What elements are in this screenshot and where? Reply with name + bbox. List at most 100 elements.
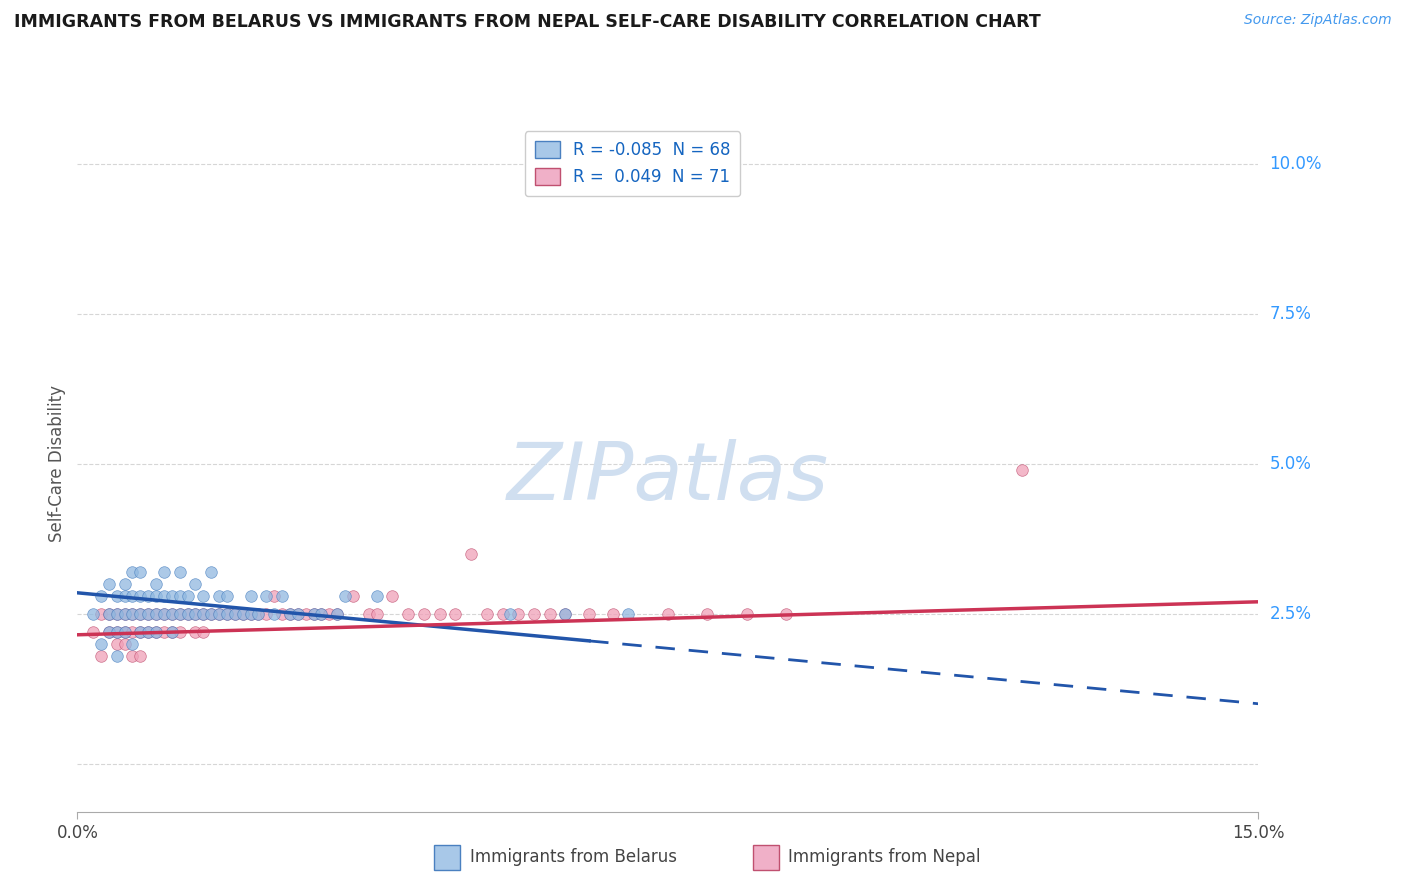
Point	[184, 576, 207, 591]
Point	[114, 624, 136, 639]
Point	[617, 607, 640, 621]
Point	[121, 624, 143, 639]
Point	[121, 648, 143, 663]
Text: Immigrants from Nepal: Immigrants from Nepal	[789, 848, 981, 866]
Point	[263, 589, 285, 603]
Point	[239, 607, 262, 621]
Point	[444, 607, 467, 621]
Point	[311, 607, 333, 621]
Point	[121, 589, 143, 603]
Text: 2.5%: 2.5%	[1270, 605, 1312, 623]
Text: IMMIGRANTS FROM BELARUS VS IMMIGRANTS FROM NEPAL SELF-CARE DISABILITY CORRELATIO: IMMIGRANTS FROM BELARUS VS IMMIGRANTS FR…	[14, 13, 1040, 31]
Point	[287, 607, 309, 621]
Point	[97, 576, 120, 591]
Point	[247, 607, 270, 621]
Point	[169, 624, 191, 639]
Point	[208, 607, 231, 621]
Point	[153, 565, 176, 579]
Point	[475, 607, 498, 621]
Point	[523, 607, 546, 621]
Point	[366, 589, 388, 603]
Point	[366, 607, 388, 621]
Point	[200, 565, 222, 579]
Point	[176, 589, 198, 603]
Point	[105, 624, 128, 639]
Y-axis label: Self-Care Disability: Self-Care Disability	[48, 385, 66, 542]
Point	[326, 607, 349, 621]
Point	[508, 607, 530, 621]
Text: ZIPatlas: ZIPatlas	[506, 439, 830, 516]
Point	[287, 607, 309, 621]
Point	[160, 607, 183, 621]
Point	[105, 607, 128, 621]
Point	[247, 607, 270, 621]
Point	[200, 607, 222, 621]
Point	[657, 607, 679, 621]
Point	[90, 648, 112, 663]
Point	[215, 589, 238, 603]
Point	[153, 624, 176, 639]
Point	[160, 624, 183, 639]
Point	[169, 589, 191, 603]
Point	[82, 624, 104, 639]
Point	[105, 607, 128, 621]
Point	[224, 607, 246, 621]
Point	[153, 589, 176, 603]
Point	[538, 607, 561, 621]
Point	[114, 637, 136, 651]
Point	[232, 607, 254, 621]
Point	[381, 589, 404, 603]
Point	[160, 607, 183, 621]
Point	[136, 624, 159, 639]
Point	[232, 607, 254, 621]
Point	[145, 624, 167, 639]
Point	[460, 547, 482, 561]
Point	[114, 576, 136, 591]
Point	[499, 607, 522, 621]
Point	[145, 624, 167, 639]
Point	[302, 607, 325, 621]
Point	[326, 607, 349, 621]
Point	[208, 607, 231, 621]
Point	[114, 624, 136, 639]
Point	[153, 607, 176, 621]
Point	[145, 607, 167, 621]
Point	[136, 607, 159, 621]
Text: Immigrants from Belarus: Immigrants from Belarus	[470, 848, 676, 866]
Point	[602, 607, 624, 621]
Point	[114, 607, 136, 621]
Point	[696, 607, 718, 621]
Text: Source: ZipAtlas.com: Source: ZipAtlas.com	[1244, 13, 1392, 28]
Point	[136, 607, 159, 621]
Point	[114, 607, 136, 621]
Point	[1011, 463, 1033, 477]
Point	[302, 607, 325, 621]
Point	[208, 589, 231, 603]
Point	[160, 589, 183, 603]
Point	[554, 607, 576, 621]
Legend: R = -0.085  N = 68, R =  0.049  N = 71: R = -0.085 N = 68, R = 0.049 N = 71	[524, 131, 741, 196]
Point	[554, 607, 576, 621]
Point	[129, 607, 152, 621]
Point	[90, 637, 112, 651]
Point	[97, 607, 120, 621]
Point	[169, 607, 191, 621]
Point	[90, 589, 112, 603]
Point	[254, 589, 277, 603]
Point	[145, 607, 167, 621]
Point	[184, 607, 207, 621]
Point	[97, 624, 120, 639]
Point	[278, 607, 301, 621]
Point	[145, 576, 167, 591]
Text: 7.5%: 7.5%	[1270, 305, 1312, 323]
Point	[318, 607, 340, 621]
Point	[105, 648, 128, 663]
Point	[429, 607, 451, 621]
Point	[193, 589, 215, 603]
Point	[129, 565, 152, 579]
Point	[105, 624, 128, 639]
Point	[412, 607, 434, 621]
Point	[136, 624, 159, 639]
Point	[105, 589, 128, 603]
Point	[121, 607, 143, 621]
